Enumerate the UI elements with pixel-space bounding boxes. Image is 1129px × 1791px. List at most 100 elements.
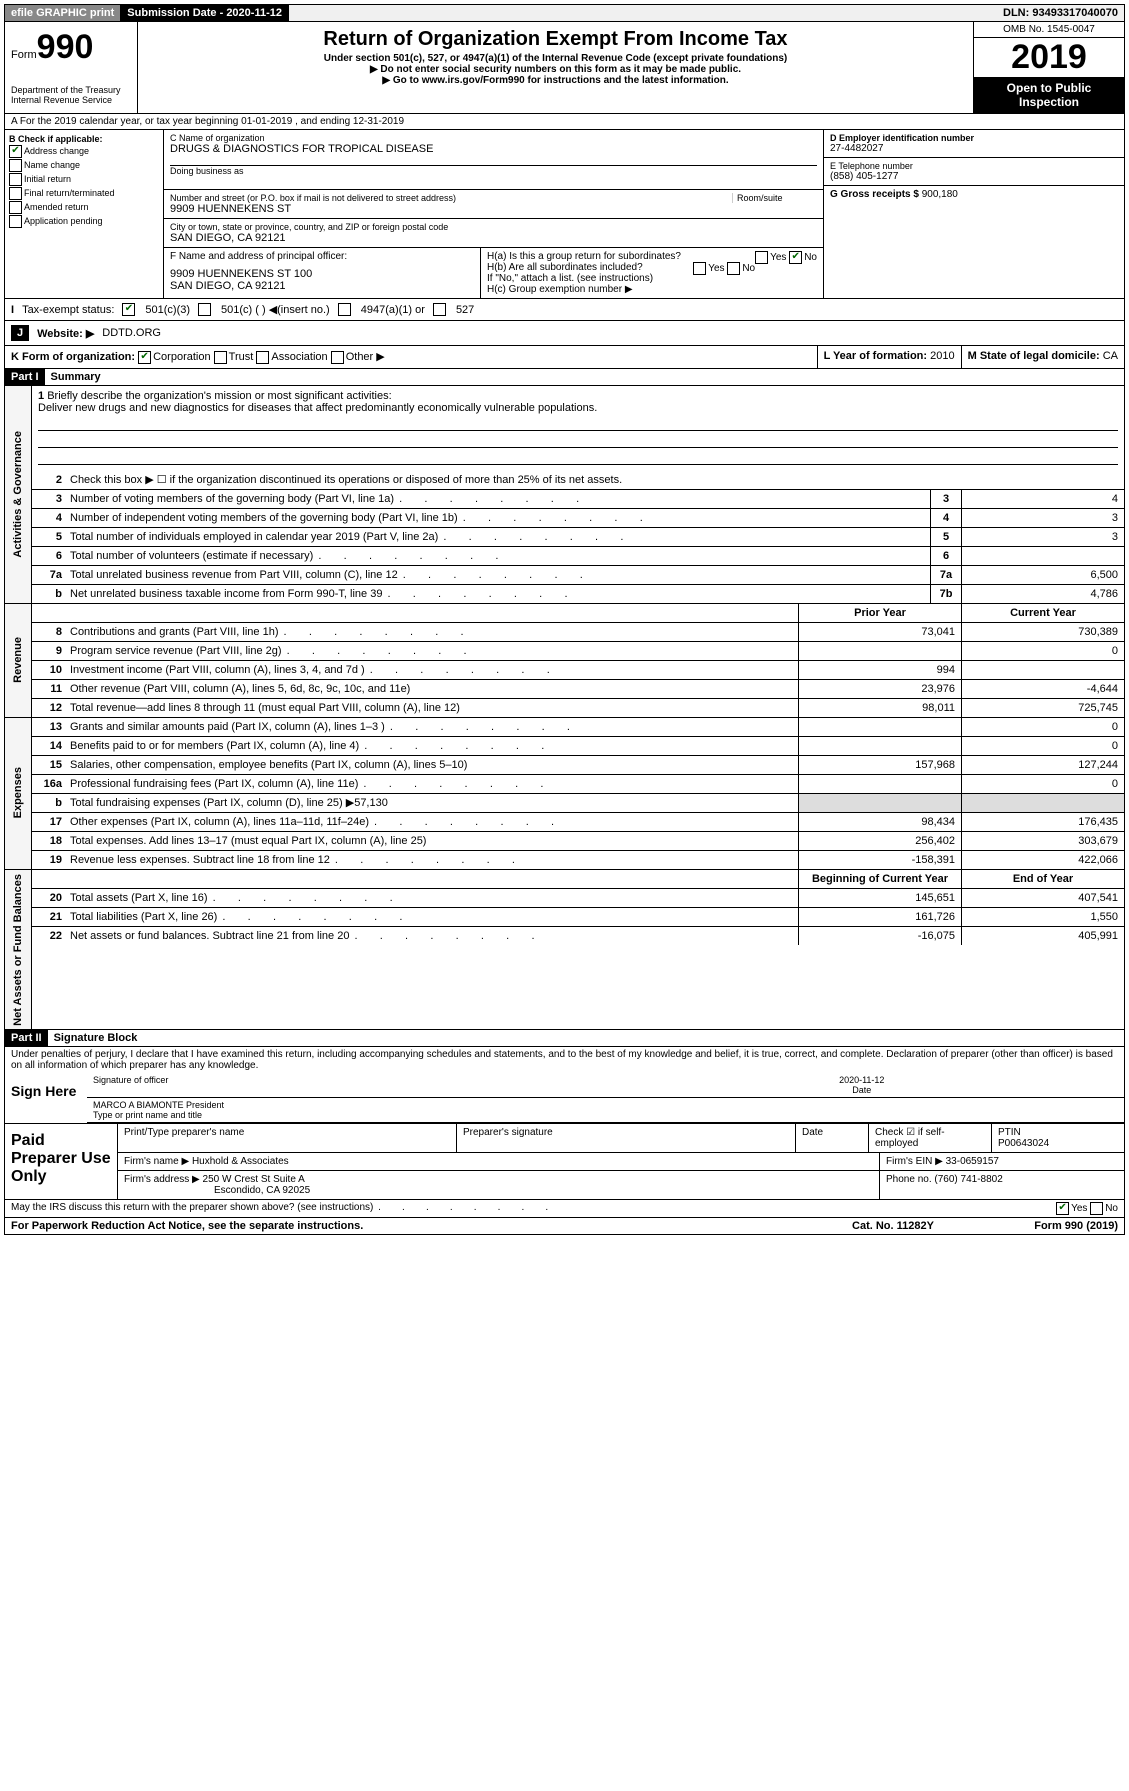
form-ref: Form 990 (2019) [968, 1220, 1118, 1232]
section-netassets: Net Assets or Fund Balances Beginning of… [4, 870, 1125, 1031]
l11: Other revenue (Part VIII, column (A), li… [66, 681, 798, 697]
e21: 1,550 [961, 908, 1124, 926]
ha-yes[interactable] [755, 251, 768, 264]
c19: 422,066 [961, 851, 1124, 869]
phone: (858) 405-1277 [830, 171, 1118, 182]
section-governance: Activities & Governance 1 Briefly descri… [4, 386, 1125, 604]
chk-address-change[interactable] [9, 145, 22, 158]
signature-block: Under penalties of perjury, I declare th… [4, 1047, 1125, 1124]
p19: -158,391 [798, 851, 961, 869]
discuss-yes[interactable] [1056, 1202, 1069, 1215]
c15: 127,244 [961, 756, 1124, 774]
pd-lbl: Date [796, 1124, 869, 1152]
chk-4947[interactable] [338, 303, 351, 316]
section-b-to-g: B Check if applicable: Address change Na… [4, 130, 1125, 299]
hc-lbl: H(c) Group exemption number ▶ [487, 284, 817, 295]
website: DDTD.ORG [102, 327, 161, 339]
pt-lbl: Print/Type preparer's name [118, 1124, 457, 1152]
part1-badge: Part I [5, 369, 45, 385]
efile-btn[interactable]: efile GRAPHIC print [5, 5, 121, 21]
l20: Total assets (Part X, line 16) [66, 890, 798, 906]
firm-phone: (760) 741-8802 [934, 1174, 1002, 1185]
d-lbl: D Employer identification number [830, 133, 1118, 143]
chk-527[interactable] [433, 303, 446, 316]
b22: -16,075 [798, 927, 961, 945]
l4v: 3 [961, 509, 1124, 527]
chk-app-pending[interactable] [9, 215, 22, 228]
chk-final-return[interactable] [9, 187, 22, 200]
form-header: Form990 Department of the Treasury Inter… [4, 22, 1125, 114]
l6: Total number of volunteers (estimate if … [66, 548, 930, 564]
l15: Salaries, other compensation, employee b… [66, 757, 798, 773]
p13 [798, 718, 961, 736]
mission-text: Deliver new drugs and new diagnostics fo… [38, 402, 597, 414]
chk-assoc[interactable] [256, 351, 269, 364]
chk-501c[interactable] [198, 303, 211, 316]
section-revenue: Revenue Prior YearCurrent Year 8Contribu… [4, 604, 1125, 718]
form-title: Return of Organization Exempt From Incom… [142, 28, 969, 51]
chk-501c3[interactable] [122, 303, 135, 316]
chk-initial-return[interactable] [9, 173, 22, 186]
section-expenses: Expenses 13Grants and similar amounts pa… [4, 718, 1125, 870]
p18: 256,402 [798, 832, 961, 850]
p15: 157,968 [798, 756, 961, 774]
chk-other[interactable] [331, 351, 344, 364]
hb-no[interactable] [727, 262, 740, 275]
exp-label: Expenses [10, 763, 26, 822]
begin-hdr: Beginning of Current Year [798, 870, 961, 888]
se-lbl: Check ☑ if self-employed [869, 1124, 992, 1152]
b-header: B Check if applicable: [9, 134, 159, 144]
sig-date: 2020-11-12 [839, 1075, 884, 1085]
i-lbl: Tax-exempt status: [22, 304, 114, 316]
firm-addr2: Escondido, CA 92025 [214, 1185, 310, 1196]
c-name-lbl: C Name of organization [170, 133, 817, 143]
c8: 730,389 [961, 623, 1124, 641]
open-inspection: Open to Public Inspection [974, 77, 1124, 113]
gross-receipts: 900,180 [922, 189, 958, 200]
l22: Net assets or fund balances. Subtract li… [66, 928, 798, 944]
officer-addr: 9909 HUENNEKENS ST 100 SAN DIEGO, CA 921… [170, 268, 474, 292]
dept: Department of the Treasury Internal Reve… [11, 85, 131, 105]
l7b: Net unrelated business taxable income fr… [66, 586, 930, 602]
p12: 98,011 [798, 699, 961, 717]
addr-lbl: Number and street (or P.O. box if mail i… [170, 193, 732, 203]
l19: Revenue less expenses. Subtract line 18 … [66, 852, 798, 868]
hb-yes[interactable] [693, 262, 706, 275]
p16a [798, 775, 961, 793]
ha-no[interactable] [789, 251, 802, 264]
e20: 407,541 [961, 889, 1124, 907]
l12: Total revenue—add lines 8 through 11 (mu… [66, 700, 798, 716]
end-hdr: End of Year [961, 870, 1124, 888]
pra-notice: For Paperwork Reduction Act Notice, see … [11, 1220, 818, 1232]
j-lbl: Website: ▶ [37, 327, 94, 340]
firm-ein: 33-0659157 [946, 1156, 999, 1167]
l7bv: 4,786 [961, 585, 1124, 603]
paid-preparer: Paid Preparer Use Only Print/Type prepar… [4, 1124, 1125, 1200]
c16a: 0 [961, 775, 1124, 793]
p14 [798, 737, 961, 755]
firm-addr: 250 W Crest St Suite A [203, 1174, 305, 1185]
firm-name: Huxhold & Associates [192, 1156, 289, 1167]
discuss-no[interactable] [1090, 1202, 1103, 1215]
cat-no: Cat. No. 11282Y [818, 1220, 968, 1232]
l21: Total liabilities (Part X, line 26) [66, 909, 798, 925]
l3: Number of voting members of the governin… [66, 491, 930, 507]
l3v: 4 [961, 490, 1124, 508]
net-label: Net Assets or Fund Balances [10, 870, 26, 1030]
city-lbl: City or town, state or province, country… [170, 222, 817, 232]
c11: -4,644 [961, 680, 1124, 698]
p17: 98,434 [798, 813, 961, 831]
c17: 176,435 [961, 813, 1124, 831]
b20: 145,651 [798, 889, 961, 907]
l17: Other expenses (Part IX, column (A), lin… [66, 814, 798, 830]
part1-title: Summary [45, 369, 1124, 385]
chk-corp[interactable] [138, 351, 151, 364]
l13: Grants and similar amounts paid (Part IX… [66, 719, 798, 735]
chk-name-change[interactable] [9, 159, 22, 172]
l18: Total expenses. Add lines 13–17 (must eq… [66, 833, 798, 849]
chk-amended[interactable] [9, 201, 22, 214]
discuss-row: May the IRS discuss this return with the… [4, 1200, 1125, 1218]
dba-lbl: Doing business as [170, 165, 817, 176]
tax-year: 2019 [974, 38, 1124, 77]
chk-trust[interactable] [214, 351, 227, 364]
